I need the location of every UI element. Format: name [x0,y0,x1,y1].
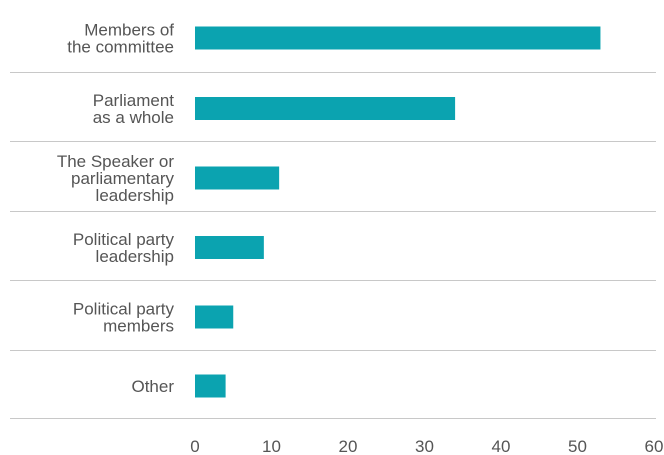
category-label: Political party members [73,300,175,336]
x-axis-tick-labels: 0 10 20 30 40 50 60 [190,437,663,455]
category-label: Members of the committee [67,21,174,57]
x-tick-label: 40 [492,437,511,455]
bar [195,305,234,329]
bar [195,236,264,259]
x-tick-label: 60 [645,437,664,455]
bar [195,97,456,120]
bars [195,26,601,398]
bar [195,166,280,190]
category-label: Other [131,377,174,396]
x-tick-label: 50 [568,437,587,455]
category-label: The Speaker or parliamentary leadership [57,152,175,205]
x-tick-label: 30 [415,437,434,455]
bar [195,26,601,50]
x-tick-label: 20 [339,437,358,455]
category-label: Parliament as a whole [93,91,175,127]
bar [195,374,226,398]
category-label: Political party leadership [73,230,175,266]
row-separators [10,72,656,419]
x-tick-label: 10 [262,437,281,455]
x-tick-label: 0 [190,437,199,455]
category-labels: Members of the committee Parliament as a wh… [57,21,175,397]
